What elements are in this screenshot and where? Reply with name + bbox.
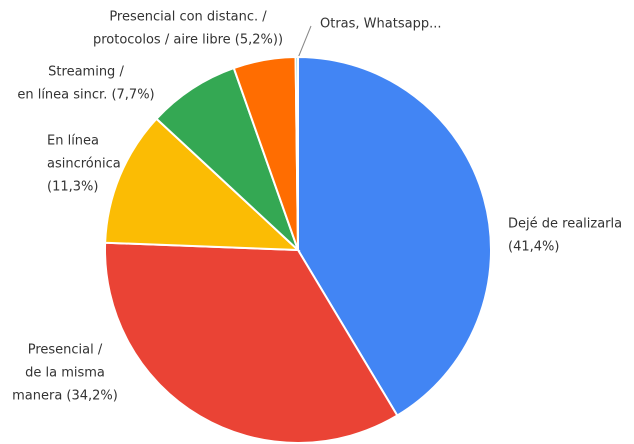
slice-label: de la misma: [25, 366, 105, 381]
pie-slice: [155, 66, 299, 251]
slice-label: Dejé de realizarla: [508, 217, 622, 232]
slice-label: En línea: [47, 134, 99, 149]
leader-line: [297, 25, 312, 59]
pie-slice: [104, 241, 399, 444]
pie-slice: [294, 55, 299, 251]
slice-label: asincrónica: [47, 157, 121, 172]
slice-label: Otras, Whatsapp...: [320, 17, 441, 32]
slice-label: Presencial con distanc. /: [109, 10, 267, 25]
pie-slice: [104, 117, 301, 252]
slice-label: manera (34,2%): [12, 389, 118, 404]
slice-label: Streaming /: [48, 65, 124, 80]
slice-label: (11,3%): [47, 180, 98, 195]
slice-label: (41,4%): [508, 240, 559, 255]
slice-label: Presencial /: [28, 343, 103, 358]
pie-slice: [297, 55, 492, 417]
slice-label: protocolos / aire libre (5,2%)): [93, 33, 283, 48]
slice-label: en línea sincr. (7,7%): [17, 88, 154, 103]
